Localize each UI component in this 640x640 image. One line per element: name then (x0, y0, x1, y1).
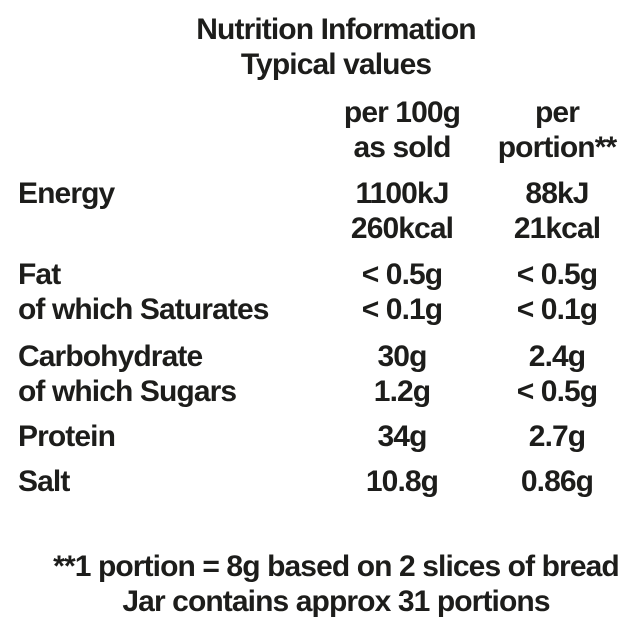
panel-title: Nutrition Information (196, 13, 476, 46)
value-per-100g: < 0.5g (361, 258, 443, 291)
value-per-100g: 10.8g (365, 465, 439, 498)
table-row-carbohydrate: Carbohydrate 30g 2.4g (0, 339, 640, 374)
value-per-portion-kcal: 21kcal (513, 212, 601, 245)
table-header-row: per 100g as sold per portion** (0, 95, 640, 165)
value-per-100g: 1100kJ 260kcal (318, 176, 486, 246)
column-header-per-100g: per 100g as sold (318, 95, 486, 165)
value-per-portion-kj: 88kJ (525, 177, 589, 210)
value-per-100g: 1.2g (373, 375, 431, 408)
value-per-100g: 34g (377, 420, 428, 453)
table-row-saturates: of which Saturates < 0.1g < 0.1g (0, 292, 640, 327)
value-per-portion: 0.86g (520, 465, 594, 498)
column-header-per-portion: per portion** (486, 95, 628, 165)
value-per-portion: 2.7g (528, 420, 586, 453)
value-per-portion: < 0.1g (516, 293, 598, 326)
value-per-portion: 88kJ 21kcal (486, 176, 628, 246)
column-header-per-100g-line2: as sold (353, 131, 451, 164)
value-per-portion: 2.4g (528, 340, 586, 373)
footnote-jar-portions: Jar contains approx 31 portions (122, 585, 550, 618)
footnote-block: **1 portion = 8g based on 2 slices of br… (0, 549, 640, 619)
column-header-per-100g-line1: per 100g (343, 96, 461, 129)
row-label: Protein (18, 420, 116, 453)
value-per-100g-kcal: 260kcal (350, 212, 454, 245)
row-label: Salt (18, 465, 70, 498)
row-label: Energy (18, 177, 115, 210)
column-header-per-portion-line1: per (535, 96, 580, 129)
footnote-portion-definition: **1 portion = 8g based on 2 slices of br… (53, 550, 620, 583)
row-label: Fat (18, 258, 61, 291)
table-row-sugars: of which Sugars 1.2g < 0.5g (0, 374, 640, 409)
table-row-protein: Protein 34g 2.7g (0, 419, 640, 454)
panel-title-block: Nutrition Information Typical values (0, 12, 640, 82)
table-row-energy: Energy 1100kJ 260kcal 88kJ 21kcal (0, 176, 640, 246)
table-row-fat: Fat < 0.5g < 0.5g (0, 257, 640, 292)
value-per-100g-kj: 1100kJ (355, 177, 449, 210)
value-per-100g: < 0.1g (361, 293, 443, 326)
row-label: Carbohydrate (18, 340, 203, 373)
column-header-per-portion-line2: portion** (497, 131, 617, 164)
row-label: of which Sugars (18, 375, 237, 408)
table-row-salt: Salt 10.8g 0.86g (0, 464, 640, 499)
value-per-portion: < 0.5g (516, 258, 598, 291)
value-per-portion: < 0.5g (516, 375, 598, 408)
value-per-100g: 30g (377, 340, 428, 373)
panel-subtitle: Typical values (240, 48, 432, 81)
row-label: of which Saturates (18, 293, 269, 326)
